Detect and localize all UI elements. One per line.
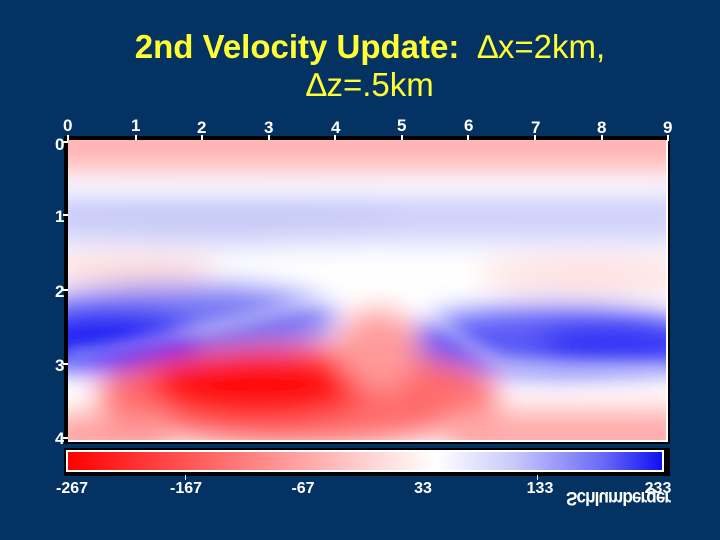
colorbar-label: 133 — [526, 480, 554, 497]
x-tick-label: 7 — [531, 118, 541, 137]
x-tick-mark — [135, 135, 137, 141]
x-tick-mark — [401, 135, 403, 141]
x-tick-label: 0 — [63, 116, 73, 135]
y-tick-label: 1 — [55, 207, 65, 226]
colorbar — [66, 450, 664, 472]
y-tick-mark — [63, 289, 68, 291]
colorbar-tick-mark — [185, 475, 186, 480]
x-tick-label: 9 — [663, 118, 673, 137]
y-tick-mark — [63, 214, 68, 216]
x-tick-label: 8 — [597, 118, 607, 137]
heatmap-image — [68, 140, 666, 440]
chart-title: 2nd Velocity Update: ∆x=2km, ∆z=.5km — [0, 28, 720, 104]
x-tick-mark — [67, 135, 69, 141]
x-tick-label: 2 — [197, 118, 207, 137]
y-tick-mark — [63, 141, 68, 143]
x-tick-mark — [667, 135, 669, 141]
title-bold: 2nd Velocity Update: — [134, 28, 460, 65]
y-tick-label: 0 — [55, 135, 65, 154]
x-tick-mark — [268, 135, 270, 141]
title-line-2: ∆z=.5km — [306, 66, 434, 103]
colorbar-label: -167 — [169, 480, 203, 497]
x-tick-mark — [601, 135, 603, 141]
y-tick-mark — [63, 437, 68, 439]
title-dx: ∆x=2km, — [477, 28, 606, 65]
y-tick-mark — [63, 363, 68, 365]
x-tick-label: 1 — [131, 116, 141, 135]
x-tick-label: 4 — [331, 118, 341, 137]
colorbar-label: 233 — [644, 480, 672, 497]
x-tick-label: 6 — [464, 116, 474, 135]
colorbar-label: -267 — [55, 480, 89, 497]
colorbar-tick-mark — [537, 475, 538, 480]
y-tick-label: 4 — [55, 429, 65, 448]
x-tick-mark — [334, 135, 336, 141]
colorbar-label: -67 — [291, 480, 315, 497]
x-tick-mark — [467, 135, 469, 141]
x-tick-label: 3 — [264, 118, 274, 137]
y-tick-label: 3 — [55, 356, 65, 375]
schlumberger-logo: Schlumberger — [566, 487, 671, 508]
x-tick-label: 5 — [397, 116, 407, 135]
y-tick-label: 2 — [55, 282, 65, 301]
x-tick-mark — [534, 135, 536, 141]
colorbar-label: 33 — [414, 480, 432, 497]
x-tick-mark — [201, 135, 203, 141]
title-line-1: 2nd Velocity Update: ∆x=2km, — [0, 28, 720, 66]
velocity-heatmap — [68, 140, 668, 442]
